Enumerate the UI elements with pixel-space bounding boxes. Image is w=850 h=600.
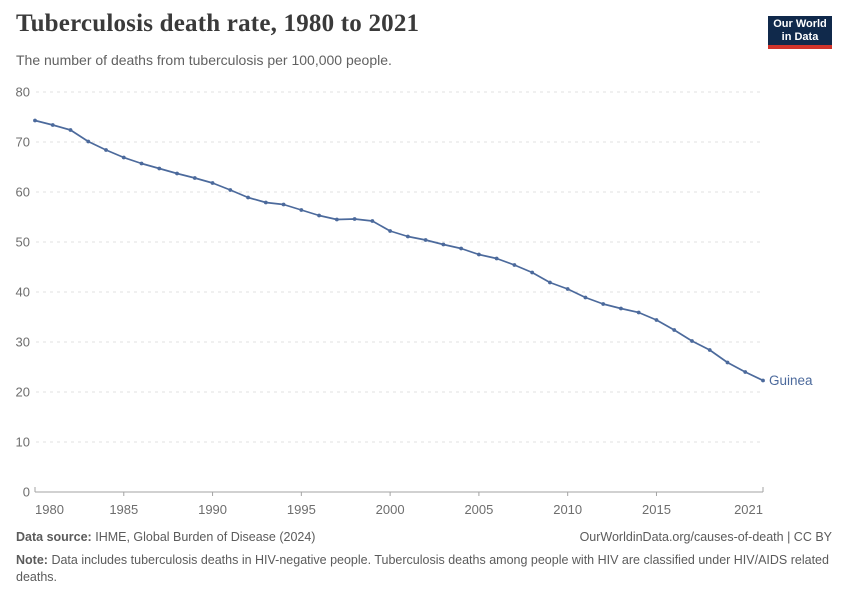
data-point[interactable] [192, 176, 197, 180]
y-axis-tick-label: 30 [16, 335, 30, 350]
data-point[interactable] [50, 123, 55, 127]
data-point[interactable] [548, 280, 552, 285]
data-point[interactable] [388, 229, 393, 233]
x-axis-tick-label: 1995 [287, 502, 316, 517]
data-point[interactable] [104, 148, 108, 152]
x-axis-tick-label: 1980 [35, 502, 64, 517]
x-axis-tick-label: 1990 [198, 502, 227, 517]
data-point[interactable] [281, 202, 286, 207]
y-axis-tick-label: 80 [16, 85, 30, 100]
data-point[interactable] [707, 348, 712, 352]
y-axis-tick-label: 0 [23, 485, 30, 500]
data-point[interactable] [565, 287, 570, 291]
data-point[interactable] [246, 195, 250, 200]
data-point[interactable] [405, 234, 410, 239]
data-point[interactable] [672, 328, 677, 332]
data-point[interactable] [263, 200, 268, 205]
data-point[interactable] [477, 252, 481, 257]
data-point[interactable] [636, 310, 641, 315]
data-point[interactable] [423, 238, 428, 242]
line-chart[interactable]: 0 10 20 30 40 50 60 70 80 1980 1985 1990 1995 2000 200… [0, 80, 850, 528]
data-source-label: Data source: [16, 530, 92, 544]
data-point[interactable] [299, 208, 304, 212]
x-axis-tick-label: 2005 [464, 502, 493, 517]
data-point[interactable] [619, 306, 623, 311]
data-source-text: IHME, Global Burden of Disease (2024) [95, 530, 316, 544]
data-point[interactable] [33, 118, 37, 123]
x-axis-tick-label: 2000 [376, 502, 405, 517]
y-axis-tick-label: 10 [16, 435, 30, 450]
data-point[interactable] [352, 217, 357, 221]
y-axis-tick-label: 70 [16, 135, 30, 150]
data-point[interactable] [334, 217, 339, 222]
data-point[interactable] [317, 213, 321, 218]
y-axis-tick-label: 60 [16, 185, 30, 200]
data-point[interactable] [459, 246, 464, 251]
data-point[interactable] [86, 139, 91, 144]
data-point[interactable] [690, 339, 694, 343]
x-axis-tick-label: 2010 [553, 502, 582, 517]
series-entity-label[interactable]: Guinea [769, 373, 813, 388]
x-axis-tick-label: 1985 [109, 502, 138, 517]
y-axis-tick-label: 40 [16, 285, 30, 300]
data-point[interactable] [121, 155, 126, 160]
owid-logo[interactable]: Our World in Data [768, 16, 832, 49]
x-axis-tick-label: 2015 [642, 502, 671, 517]
data-point[interactable] [228, 188, 233, 192]
data-point[interactable] [441, 242, 446, 247]
owid-logo-line2: in Data [781, 31, 819, 43]
data-point[interactable] [139, 161, 144, 166]
x-axis-tick-label: 2021 [734, 502, 763, 517]
data-point[interactable] [583, 295, 588, 300]
data-point[interactable] [601, 302, 606, 306]
data-point[interactable] [761, 378, 765, 383]
owid-logo-line1: Our World [773, 18, 827, 30]
chart-subtitle: The number of deaths from tuberculosis p… [16, 52, 392, 68]
note-text: Data includes tuberculosis deaths in HIV… [16, 553, 829, 584]
data-point[interactable] [210, 181, 215, 185]
y-axis-tick-label: 50 [16, 235, 30, 250]
data-point[interactable] [654, 318, 659, 322]
data-point[interactable] [743, 370, 748, 374]
data-point[interactable] [370, 219, 375, 223]
data-point[interactable] [68, 128, 73, 132]
page-title: Tuberculosis death rate, 1980 to 2021 [16, 10, 420, 37]
y-axis-tick-label: 20 [16, 385, 30, 400]
note-label: Note: [16, 553, 48, 568]
data-point[interactable] [725, 360, 730, 365]
data-point[interactable] [494, 256, 499, 261]
data-source: Data source: IHME, Global Burden of Dise… [16, 529, 315, 545]
chart-note: Note: Data includes tuberculosis deaths … [16, 552, 832, 585]
data-point[interactable] [530, 270, 535, 275]
data-point[interactable] [157, 166, 162, 171]
data-line[interactable] [34, 119, 764, 382]
data-point[interactable] [512, 263, 517, 267]
data-point[interactable] [175, 171, 179, 176]
chart-footer: Data source: IHME, Global Burden of Dise… [16, 529, 832, 585]
attribution-link[interactable]: OurWorldinData.org/causes-of-death | CC … [579, 530, 832, 544]
